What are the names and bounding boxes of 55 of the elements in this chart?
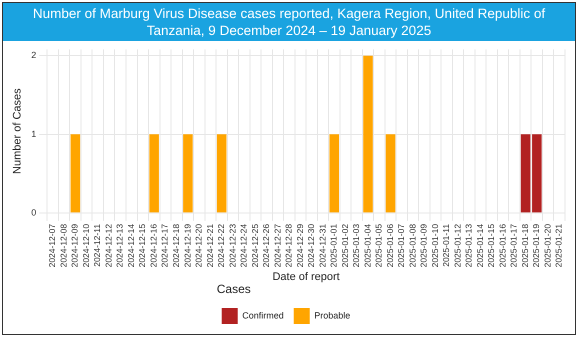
y-tick-label: 0: [31, 207, 36, 218]
x-tick-label: 2024-12-24: [238, 224, 249, 268]
x-tick-label: 2024-12-27: [272, 224, 282, 268]
x-tick-label: 2024-12-15: [137, 224, 148, 268]
x-tick-label: 2025-01-13: [464, 224, 474, 268]
x-tick-label: 2025-01-10: [430, 224, 440, 268]
x-tick-label: 2024-12-29: [294, 224, 305, 268]
x-tick-label: 2025-01-03: [351, 224, 362, 268]
x-tick-label: 2024-12-31: [317, 224, 328, 268]
x-tick-label: 2025-01-05: [374, 224, 384, 268]
x-tick-label: 2024-12-22: [216, 224, 226, 268]
legend-label: Probable: [314, 310, 350, 320]
x-tick-label: 2025-01-12: [452, 224, 462, 268]
y-axis-title: Number of Cases: [12, 88, 24, 174]
legend-label: Confirmed: [242, 310, 284, 320]
x-tick-label: 2024-12-21: [204, 224, 215, 268]
chart-title: Number of Marburg Virus Disease cases reported, Kagera Region, United Republic of Tanzania, 9 December 2024 – 19 January 2025: [3, 3, 575, 41]
y-tick-label: 2: [31, 50, 36, 60]
x-tick-label: 2025-01-11: [441, 224, 452, 267]
x-tick-label: 2025-01-17: [508, 224, 519, 268]
x-tick-label: 2025-01-06: [384, 224, 395, 268]
x-tick-label: 2024-12-16: [148, 224, 158, 268]
x-tick-label: 2024-12-14: [126, 224, 136, 268]
x-tick-label: 2024-12-23: [227, 224, 238, 268]
x-tick-label: 2024-12-17: [160, 224, 170, 268]
x-tick-label: 2025-01-15: [486, 224, 496, 268]
x-tick-label: 2024-12-20: [194, 224, 204, 268]
x-tick-label: 2025-01-18: [520, 224, 530, 268]
x-tick-label: 2024-12-25: [250, 224, 260, 268]
x-tick-label: 2024-12-30: [306, 224, 316, 268]
x-tick-label: 2024-12-13: [114, 224, 125, 268]
x-axis-title: Date of report: [272, 271, 340, 284]
x-tick-label: 2024-12-08: [58, 224, 68, 268]
x-tick-label: 2025-01-16: [497, 224, 508, 268]
x-tick-label: 2025-01-02: [340, 224, 350, 268]
x-tick-label: 2025-01-20: [542, 224, 552, 268]
x-tick-label: 2024-12-12: [103, 224, 114, 268]
legend-title: Cases: [216, 282, 251, 296]
x-tick-label: 2025-01-08: [407, 224, 418, 268]
y-tick-label: 1: [31, 128, 36, 139]
x-tick-label: 2024-12-11: [92, 224, 102, 267]
x-tick-label: 2025-01-09: [418, 224, 429, 268]
x-tick-label: 2024-12-18: [171, 224, 181, 268]
x-tick-label: 2025-01-21: [554, 224, 564, 268]
x-tick-label: 2024-12-10: [80, 224, 91, 268]
x-tick-label: 2024-12-09: [70, 224, 80, 268]
x-tick-label: 2024-12-28: [284, 224, 294, 268]
x-tick-label: 2024-12-26: [261, 224, 272, 268]
x-tick-label: 2025-01-01: [328, 224, 339, 268]
x-tick-label: 2024-12-07: [47, 224, 58, 268]
x-tick-label: 2025-01-14: [474, 224, 485, 268]
x-tick-label: 2024-12-19: [182, 224, 192, 268]
x-tick-label: 2025-01-07: [396, 224, 406, 268]
x-tick-label: 2025-01-19: [531, 224, 542, 268]
x-tick-label: 2025-01-04: [362, 224, 372, 268]
